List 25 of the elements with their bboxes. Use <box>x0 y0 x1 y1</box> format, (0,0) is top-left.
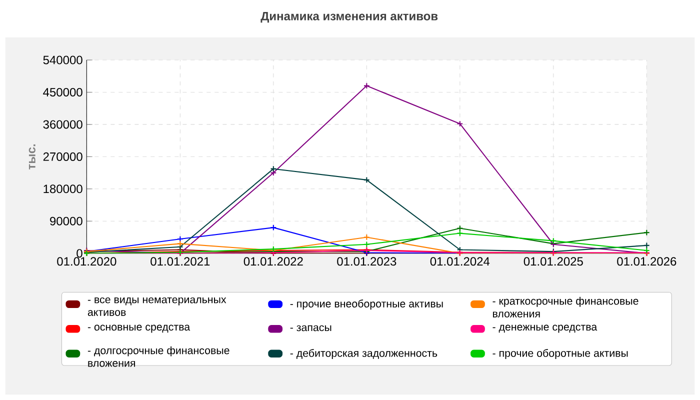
y-tick-label: 90000 <box>50 216 82 226</box>
y-tick-label: 450000 <box>43 88 82 96</box>
legend-label: - запасы <box>290 325 332 332</box>
x-tick-label: 01.01.2025 <box>524 257 583 266</box>
x-tick-label: 01.01.2023 <box>337 257 396 266</box>
y-tick-label: 180000 <box>44 184 82 194</box>
y-axis-title: тыс. <box>28 144 36 170</box>
legend-label: - долгосрочные финансовые вложения <box>88 346 230 367</box>
legend-label: - прочие внеоборотные активы <box>290 300 443 310</box>
x-tick-label: 01.01.2026 <box>617 257 676 266</box>
y-tick-label: 540000 <box>43 56 82 64</box>
legend-label: - денежные средства <box>492 324 598 333</box>
legend-label: - краткосрочные финансовые вложения <box>492 296 638 318</box>
legend-label: - все виды нематериальных активов <box>88 297 226 316</box>
x-tick-label: 01.01.2021 <box>150 257 210 266</box>
y-tick-label: 270000 <box>43 152 82 161</box>
x-tick-label: 01.01.2024 <box>430 257 490 266</box>
legend-label: - прочие оборотные активы <box>492 348 628 360</box>
legend-label: - дебиторская задолженность <box>290 348 438 360</box>
chart-title: Динамика изменения активов <box>260 12 438 23</box>
y-tick-label: 360000 <box>43 120 82 129</box>
x-tick-label: 01.01.2020 <box>57 257 116 266</box>
x-tick-label: 01.01.2022 <box>244 257 303 266</box>
y-tick-label: 0 <box>76 249 82 258</box>
legend-label: - основные средства <box>88 324 190 333</box>
